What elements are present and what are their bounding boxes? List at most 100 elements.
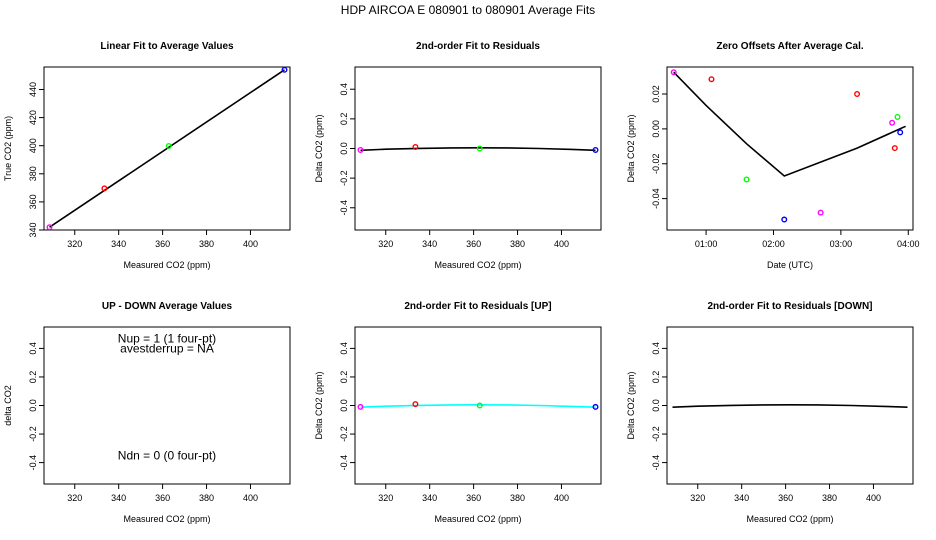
data-point (743, 176, 750, 183)
y-tick-label: 0.2 (339, 113, 349, 126)
plot-frame (666, 66, 914, 231)
x-tick-label: 340 (422, 239, 437, 249)
y-tick-label: 0.2 (28, 371, 38, 384)
annotation-text: Nup = 1 (1 four-pt) (118, 332, 216, 346)
x-tick-label: 380 (510, 493, 525, 503)
y-tick-label: -0.02 (651, 153, 661, 174)
y-axis-label: Delta CO2 (ppm) (314, 371, 324, 439)
y-tick-label: 0.2 (651, 371, 661, 384)
plot-p2: 2nd-order Fit to Residuals Measured CO2 (… (314, 41, 602, 270)
y-tick-label: -0.2 (339, 426, 349, 442)
y-axis-label: Delta CO2 (ppm) (314, 114, 324, 182)
y-tick-label: -0.2 (651, 426, 661, 442)
y-tick-label: 0.0 (651, 399, 661, 412)
fit-line (49, 69, 285, 228)
x-axis-label: Measured CO2 (ppm) (434, 514, 521, 524)
data-point (412, 401, 419, 408)
x-tick-label: 360 (155, 239, 170, 249)
data-point (781, 216, 788, 223)
data-point (412, 144, 419, 151)
x-tick-label: 380 (510, 239, 525, 249)
plot-title: 2nd-order Fit to Residuals (416, 41, 540, 52)
x-tick-label: 360 (778, 493, 793, 503)
x-tick-label: 400 (554, 239, 569, 249)
data-point (592, 146, 599, 153)
plot-p4: UP - DOWN Average Values Measured CO2 (pp… (3, 301, 291, 524)
y-tick-label: 340 (28, 222, 38, 237)
x-tick-label: 360 (466, 493, 481, 503)
x-tick-label: 340 (422, 493, 437, 503)
x-tick-label: 400 (554, 493, 569, 503)
figure-title: HDP AIRCOA E 080901 to 080901 Average Fi… (341, 3, 595, 17)
y-tick-label: 0.4 (339, 83, 349, 96)
y-tick-label: 440 (28, 82, 38, 97)
data-point (357, 403, 364, 410)
y-axis-label: True CO2 (ppm) (3, 116, 13, 181)
y-tick-label: 0.0 (28, 399, 38, 412)
plot-title: 2nd-order Fit to Residuals [DOWN] (708, 301, 873, 312)
y-tick-label: -0.04 (651, 188, 661, 209)
data-point (281, 66, 288, 73)
x-tick-label: 400 (243, 239, 258, 249)
plot-p6: 2nd-order Fit to Residuals [DOWN] Measure… (626, 301, 914, 524)
y-tick-label: 400 (28, 138, 38, 153)
y-tick-label: -0.4 (339, 455, 349, 471)
y-tick-label: 0.02 (651, 85, 661, 103)
y-tick-label: 0.00 (651, 120, 661, 138)
y-tick-label: 420 (28, 110, 38, 125)
x-tick-label: 400 (866, 493, 881, 503)
plot-p1: Linear Fit to Average Values Measured CO2… (3, 41, 291, 270)
x-axis-label: Date (UTC) (767, 260, 813, 270)
y-axis-label: Delta CO2 (ppm) (626, 114, 636, 182)
y-tick-label: 0.4 (28, 342, 38, 355)
data-point (101, 185, 108, 192)
plot-title: Linear Fit to Average Values (100, 41, 234, 52)
x-tick-label: 320 (378, 239, 393, 249)
x-axis-label: Measured CO2 (ppm) (746, 514, 833, 524)
x-tick-label: 360 (466, 239, 481, 249)
x-axis-label: Measured CO2 (ppm) (123, 514, 210, 524)
data-point (817, 209, 824, 216)
annotation-text: avestderrup = NA (120, 342, 214, 356)
y-tick-label: 0.4 (651, 342, 661, 355)
data-point (46, 224, 53, 231)
data-point (476, 145, 483, 152)
x-tick-label: 04:00 (897, 239, 920, 249)
y-tick-label: -0.2 (28, 426, 38, 442)
y-tick-label: 0.4 (339, 342, 349, 355)
y-tick-label: 0.2 (339, 371, 349, 384)
x-tick-label: 02:00 (762, 239, 785, 249)
fit-line (673, 71, 906, 177)
data-point (670, 69, 677, 76)
plot-title: Zero Offsets After Average Cal. (716, 41, 863, 52)
x-tick-label: 340 (111, 239, 126, 249)
y-tick-label: -0.4 (651, 455, 661, 471)
x-tick-label: 320 (67, 239, 82, 249)
data-point (891, 145, 898, 152)
y-tick-label: -0.4 (339, 200, 349, 216)
data-point (476, 402, 483, 409)
x-tick-label: 380 (199, 493, 214, 503)
x-tick-label: 400 (243, 493, 258, 503)
data-point (708, 76, 715, 83)
x-tick-label: 01:00 (695, 239, 718, 249)
y-tick-label: 380 (28, 166, 38, 181)
x-tick-label: 320 (690, 493, 705, 503)
x-tick-label: 360 (155, 493, 170, 503)
x-tick-label: 380 (822, 493, 837, 503)
data-point (897, 129, 904, 136)
data-point (165, 142, 172, 149)
fit-line (672, 403, 908, 408)
plot-p5: 2nd-order Fit to Residuals [UP] Measured … (314, 301, 602, 524)
plot-title: UP - DOWN Average Values (102, 301, 233, 312)
x-tick-label: 03:00 (830, 239, 853, 249)
y-axis-label: Delta CO2 (ppm) (626, 371, 636, 439)
x-axis-label: Measured CO2 (ppm) (434, 260, 521, 270)
x-tick-label: 340 (734, 493, 749, 503)
y-tick-label: -0.2 (339, 170, 349, 186)
data-point (894, 114, 901, 121)
data-point (357, 146, 364, 153)
data-point (889, 119, 896, 126)
plot-frame (43, 66, 291, 231)
